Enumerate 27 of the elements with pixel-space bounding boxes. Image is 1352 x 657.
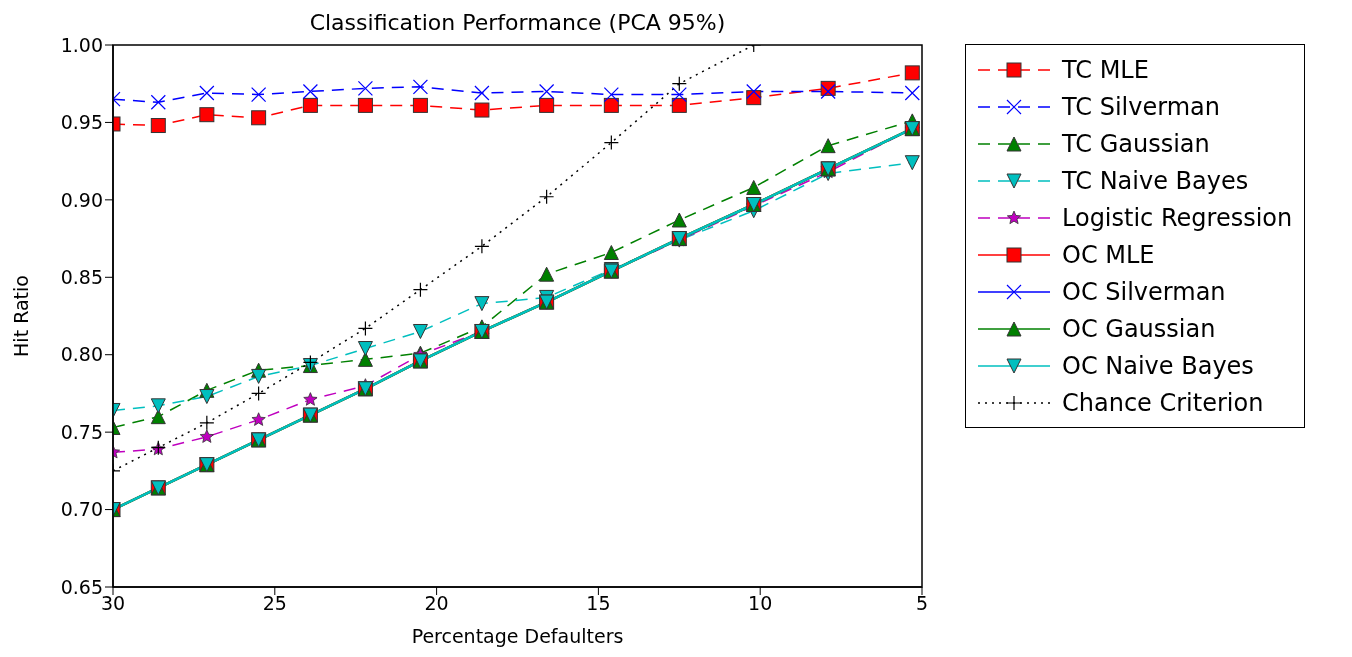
legend-label: OC Gaussian: [1062, 314, 1216, 343]
legend-label: TC Silverman: [1062, 92, 1220, 121]
y-tick-label: 0.85: [60, 266, 103, 289]
legend-label: Logistic Regression: [1062, 203, 1293, 232]
legend-label: TC MLE: [1062, 55, 1149, 84]
x-tick-label: 30: [100, 592, 126, 615]
legend-label: TC Naive Bayes: [1062, 166, 1249, 195]
y-tick-label: 0.95: [60, 111, 103, 134]
legend-label: Chance Criterion: [1062, 388, 1264, 417]
legend-label: TC Gaussian: [1062, 129, 1210, 158]
x-tick-label: 5: [915, 592, 929, 615]
y-axis-title: Hit Ratio: [9, 275, 32, 357]
legend-label: OC Silverman: [1062, 277, 1226, 306]
y-tick-label: 0.90: [60, 188, 103, 211]
legend-label: OC MLE: [1062, 240, 1155, 269]
x-tick-label: 25: [262, 592, 287, 615]
y-tick-label: 0.75: [60, 420, 103, 443]
x-tick-label: 15: [586, 592, 611, 615]
x-tick-label: 20: [424, 592, 449, 615]
legend-label: OC Naive Bayes: [1062, 351, 1254, 380]
x-axis-title: Percentage Defaulters: [411, 625, 624, 647]
y-tick-label: 0.70: [60, 498, 103, 521]
y-tick-label: 0.80: [60, 343, 103, 366]
y-tick-label: 1.00: [60, 33, 103, 56]
x-tick-label: 10: [748, 592, 773, 615]
y-tick-label: 0.65: [60, 575, 103, 598]
chart-title: Classification Performance (PCA 95%): [308, 10, 727, 35]
